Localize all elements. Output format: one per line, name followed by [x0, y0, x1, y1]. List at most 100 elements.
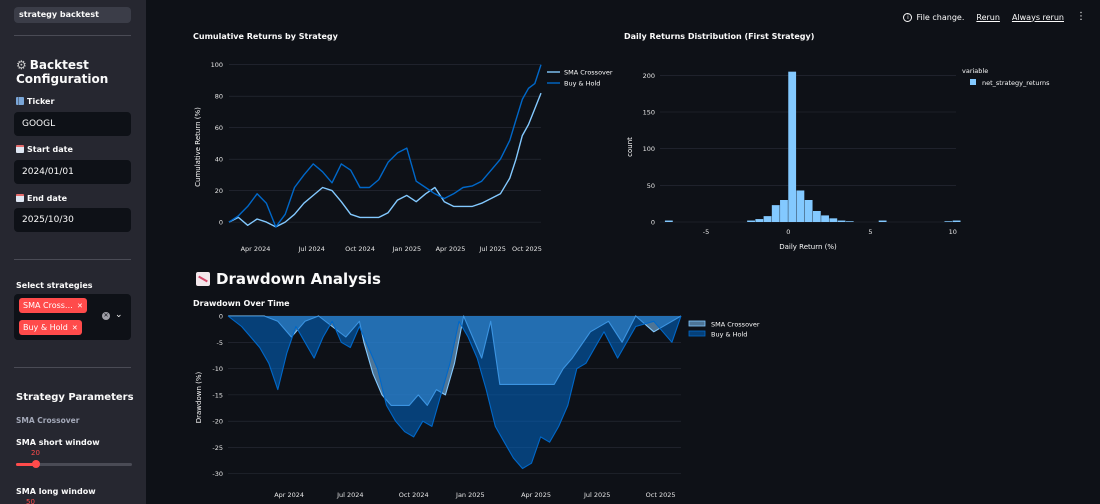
- divider: [14, 259, 131, 260]
- histogram-bar: [763, 216, 772, 222]
- section-heading-text: Drawdown Analysis: [216, 270, 381, 288]
- end-date-label-text: End date: [27, 194, 68, 203]
- close-icon[interactable]: ✕: [71, 324, 78, 332]
- series-line-0: [228, 92, 542, 228]
- x-tick-label: Apr 2025: [436, 245, 466, 253]
- legend-label: Buy & Hold: [564, 80, 600, 88]
- y-tick-label: 60: [215, 124, 223, 132]
- x-tick-label: Jul 2024: [297, 245, 324, 253]
- long-window-value: 50: [26, 498, 35, 504]
- short-window-label: SMA short window: [16, 438, 100, 447]
- drawdown-line-1: [227, 315, 682, 470]
- strategy-multiselect[interactable]: SMA Cross… ✕ Buy & Hold ✕ ✕ ⌄: [14, 294, 131, 340]
- end-date-input[interactable]: 2025/10/30: [14, 208, 131, 232]
- strategy-tag-label: Buy & Hold: [23, 323, 68, 332]
- always-rerun-button[interactable]: Always rerun: [1011, 12, 1064, 22]
- long-window-label: SMA long window: [16, 487, 96, 496]
- divider: [14, 35, 131, 36]
- drawdown-chart-title: Drawdown Over Time: [193, 299, 290, 308]
- legend-swatch: [688, 330, 706, 337]
- y-tick-label: 0: [219, 313, 223, 321]
- y-axis-label: count: [626, 137, 634, 157]
- legend-label: SMA Crossover: [711, 321, 760, 329]
- y-tick-label: -30: [212, 470, 223, 478]
- x-tick-label: 10: [949, 228, 957, 236]
- bar-chart-icon: [16, 97, 24, 105]
- histogram-bar: [664, 220, 673, 222]
- x-tick-label: Oct 2024: [399, 491, 429, 499]
- strategies-label: Select strategies: [16, 281, 93, 290]
- y-tick-label: 80: [215, 93, 223, 101]
- start-date-label-text: Start date: [27, 145, 73, 154]
- y-axis-label: Drawdown (%): [195, 371, 203, 423]
- histogram-bar: [747, 220, 755, 222]
- y-tick-label: 20: [215, 187, 223, 195]
- x-tick-label: Jul 2024: [336, 491, 363, 499]
- short-window-value: 20: [31, 449, 40, 457]
- start-date-label: Start date: [16, 145, 73, 154]
- drawdown-section-heading: Drawdown Analysis: [196, 270, 381, 288]
- returns-distribution-title: Daily Returns Distribution (First Strate…: [624, 32, 815, 41]
- close-icon[interactable]: ✕: [76, 302, 83, 310]
- drawdown-area-1: [228, 316, 681, 469]
- end-date-label: End date: [16, 194, 67, 203]
- y-tick-label: -15: [212, 391, 223, 399]
- rerun-button[interactable]: Rerun: [976, 12, 1000, 22]
- histogram-bar: [878, 220, 887, 222]
- x-tick-label: Jul 2025: [583, 491, 610, 499]
- sidebar-top-input[interactable]: strategy backtest: [14, 7, 131, 23]
- x-tick-label: 0: [786, 228, 790, 236]
- strategy-tag[interactable]: SMA Cross… ✕: [19, 298, 87, 313]
- chevron-down-icon[interactable]: ⌄: [115, 310, 123, 320]
- y-tick-label: -20: [212, 418, 223, 426]
- params-subtitle: SMA Crossover: [16, 416, 80, 425]
- x-tick-label: Oct 2025: [512, 245, 542, 253]
- histogram-bar: [771, 205, 780, 222]
- x-tick-label: Jul 2025: [478, 245, 505, 253]
- histogram-bar: [788, 71, 797, 223]
- chart-decreasing-icon: [196, 272, 210, 286]
- histogram-bar: [804, 200, 813, 222]
- y-tick-label: -5: [217, 339, 223, 347]
- histogram-bar: [812, 211, 821, 222]
- clear-icon[interactable]: ✕: [102, 312, 110, 320]
- short-window-thumb[interactable]: [32, 460, 40, 468]
- toolbar: i File change. Rerun Always rerun ⋮: [903, 11, 1086, 23]
- legend-swatch: [970, 79, 976, 85]
- cumulative-returns-title: Cumulative Returns by Strategy: [193, 32, 338, 41]
- y-tick-label: 100: [211, 61, 223, 69]
- y-tick-label: 100: [643, 145, 655, 153]
- strategy-tag-label: SMA Cross…: [23, 301, 73, 310]
- start-date-input[interactable]: 2024/01/01: [14, 160, 131, 184]
- legend-label: SMA Crossover: [564, 69, 613, 77]
- more-menu-icon[interactable]: ⋮: [1076, 11, 1086, 22]
- status-text: File change.: [916, 12, 965, 22]
- legend-label: Buy & Hold: [711, 331, 747, 339]
- histogram-bar: [952, 220, 961, 222]
- ticker-input[interactable]: GOOGL: [14, 112, 131, 136]
- sidebar: strategy backtest ⚙ Backtest Configuratio…: [0, 0, 146, 504]
- info-icon: i: [903, 12, 913, 22]
- strategy-tag[interactable]: Buy & Hold ✕: [19, 320, 82, 335]
- ticker-label: Ticker: [16, 97, 54, 106]
- short-window-track[interactable]: [16, 463, 132, 466]
- histogram-bar: [821, 215, 829, 222]
- histogram-bar: [829, 218, 838, 222]
- histogram-bar: [837, 220, 846, 222]
- x-tick-label: Jan 2025: [392, 245, 422, 253]
- divider: [14, 367, 131, 368]
- y-axis-label: Cumulative Return (%): [194, 107, 202, 187]
- params-title: Strategy Parameters: [16, 392, 134, 403]
- y-tick-label: -25: [212, 444, 223, 452]
- y-tick-label: 150: [643, 109, 655, 117]
- histogram-bar: [755, 219, 764, 222]
- calendar-icon: [16, 145, 24, 153]
- y-tick-label: 40: [215, 156, 223, 164]
- ticker-label-text: Ticker: [27, 97, 55, 106]
- y-tick-label: 200: [643, 72, 655, 80]
- x-tick-label: Oct 2025: [646, 491, 676, 499]
- histogram-bar: [944, 221, 953, 222]
- x-tick-label: Apr 2025: [521, 491, 551, 499]
